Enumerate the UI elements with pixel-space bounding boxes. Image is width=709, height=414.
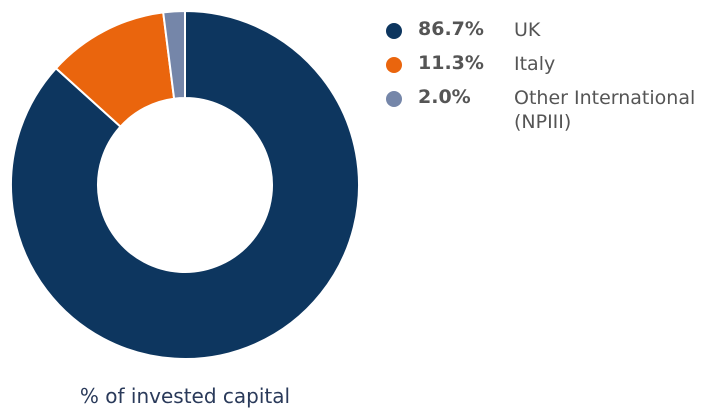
slice	[10, 9, 360, 360]
chart-title: % of invested capital	[79, 384, 291, 408]
legend-swatch	[386, 23, 402, 39]
legend-label: Other International (NPIII)	[514, 87, 696, 133]
legend-item: 2.0% Other International (NPIII)	[386, 86, 706, 134]
legend: 86.7% UK 11.3% Italy 2.0% Other International…	[386, 18, 706, 144]
legend-item: 86.7% UK	[386, 18, 706, 42]
legend-value: 11.3%	[418, 52, 484, 74]
legend-value: 86.7%	[418, 18, 484, 40]
legend-item: 11.3% Italy	[386, 52, 706, 76]
legend-swatch	[386, 57, 402, 73]
legend-label: UK	[514, 19, 541, 41]
legend-swatch	[386, 91, 402, 107]
legend-value: 2.0%	[418, 86, 471, 108]
slice	[162, 9, 186, 100]
legend-label: Italy	[514, 53, 556, 75]
